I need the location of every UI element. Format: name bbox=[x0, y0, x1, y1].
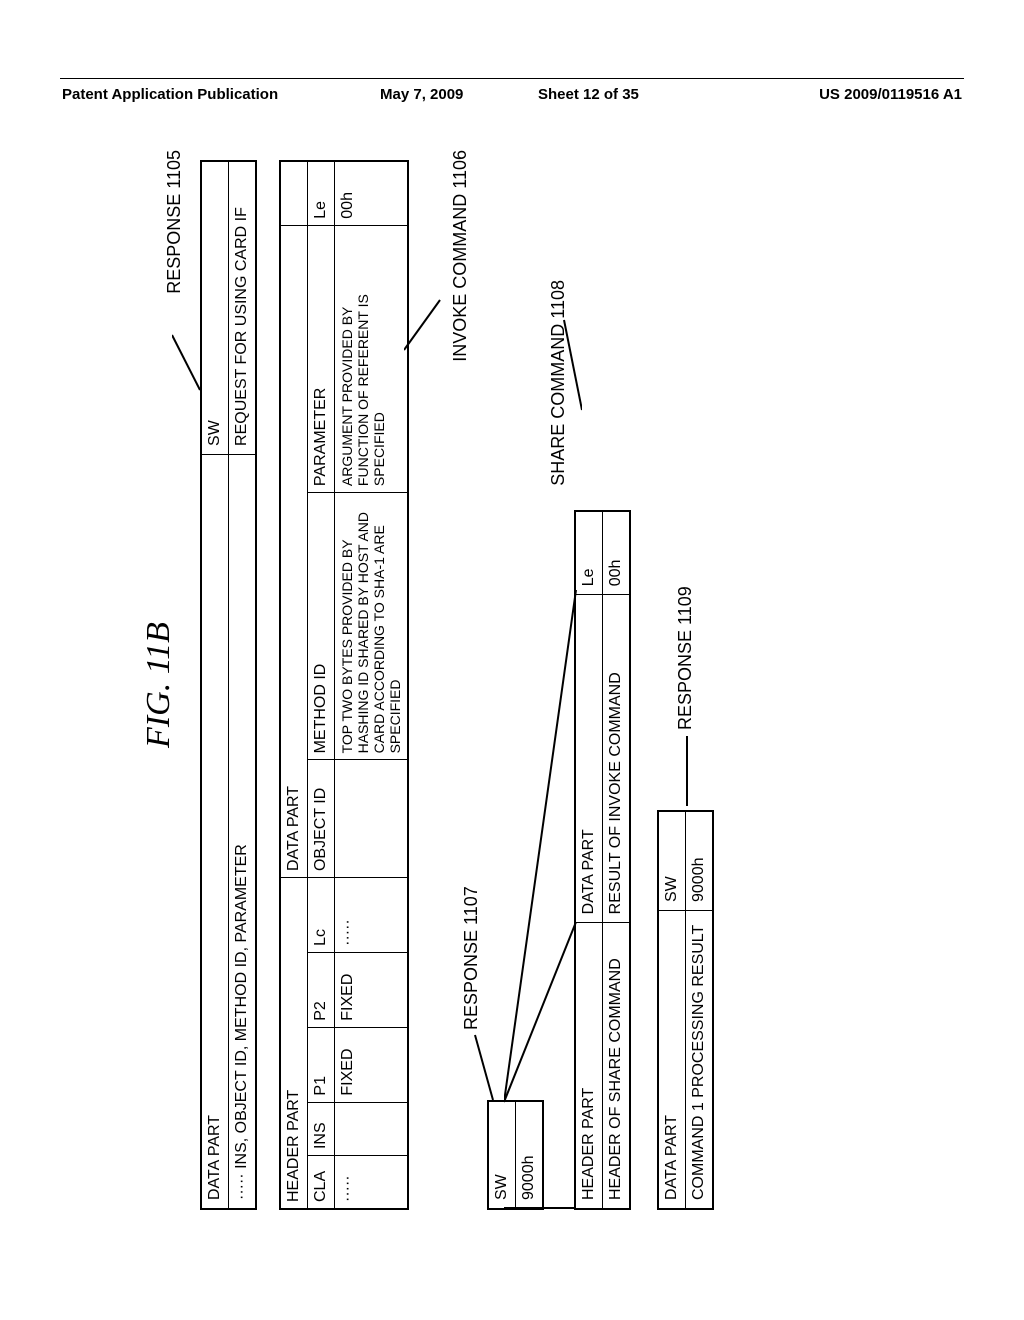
r-lc: ····· bbox=[335, 878, 409, 953]
r-p2: FIXED bbox=[335, 952, 409, 1027]
h-param: PARAMETER bbox=[308, 225, 335, 492]
header-date: May 7, 2009 bbox=[380, 86, 463, 103]
lead-line-1105 bbox=[172, 190, 202, 1240]
lead-line-1107 bbox=[465, 880, 495, 1140]
lead-line-1108 bbox=[552, 170, 582, 1220]
r-res-1108: RESULT OF INVOKE COMMAND bbox=[603, 595, 631, 923]
table-share-1108: HEADER PART DATA PART Le HEADER OF SHARE… bbox=[574, 510, 631, 1210]
r-meth: TOP TWO BYTES PROVIDED BY HASHING ID SHA… bbox=[335, 493, 409, 760]
r-le-1108: 00h bbox=[603, 511, 631, 595]
grp-sw-1109: SW bbox=[658, 811, 686, 911]
h-obj: OBJECT ID bbox=[308, 760, 335, 878]
cell-data-1109: COMMAND 1 PROCESSING RESULT bbox=[686, 911, 714, 1210]
header-pubno: US 2009/0119516 A1 bbox=[819, 86, 962, 103]
h-lc: Lc bbox=[308, 878, 335, 953]
figure-body-rotated: FIG. 11B RESPONSE 1105 DATA PART SW ····… bbox=[0, 300, 1024, 1070]
grp-data-part: DATA PART bbox=[280, 225, 308, 877]
table-response-1109: DATA PART SW COMMAND 1 PROCESSING RESULT… bbox=[657, 810, 714, 1210]
table-response-1105: DATA PART SW ····· INS, OBJECT ID, METHO… bbox=[200, 160, 257, 1210]
cell-sw-1109: 9000h bbox=[686, 811, 714, 911]
cell-group-sw: SW bbox=[201, 161, 229, 454]
r-p1: FIXED bbox=[335, 1027, 409, 1102]
h-cla: CLA bbox=[308, 1156, 335, 1209]
grp-header-part: HEADER PART bbox=[280, 878, 308, 1209]
r-hdr-1108: HEADER OF SHARE COMMAND bbox=[603, 923, 631, 1209]
cell-group-data: DATA PART bbox=[201, 454, 229, 1209]
r-obj bbox=[335, 760, 409, 878]
h-ins: INS bbox=[308, 1102, 335, 1155]
label-invoke-1106: INVOKE COMMAND 1106 bbox=[450, 150, 471, 362]
grp-data-1109: DATA PART bbox=[658, 911, 686, 1210]
table-invoke-1106: HEADER PART DATA PART CLA INS P1 P2 Lc O… bbox=[279, 160, 409, 1210]
h-p1: P1 bbox=[308, 1027, 335, 1102]
cell-data-content: ····· INS, OBJECT ID, METHOD ID, PARAMET… bbox=[229, 454, 257, 1209]
r-ins bbox=[335, 1102, 409, 1155]
header-sheet: Sheet 12 of 35 bbox=[538, 86, 639, 103]
r-cla: ····· bbox=[335, 1156, 409, 1209]
lead-line-1109 bbox=[681, 206, 701, 806]
header-left: Patent Application Publication bbox=[62, 86, 278, 103]
h-meth: METHOD ID bbox=[308, 493, 335, 760]
h-p2: P2 bbox=[308, 952, 335, 1027]
header-rule bbox=[60, 78, 964, 79]
h-le: Le bbox=[308, 161, 335, 225]
cell-sw-content: REQUEST FOR USING CARD IF bbox=[229, 161, 257, 454]
r-param: ARGUMENT PROVIDED BY FUNCTION OF REFEREN… bbox=[335, 225, 409, 492]
r-le: 00h bbox=[335, 161, 409, 225]
